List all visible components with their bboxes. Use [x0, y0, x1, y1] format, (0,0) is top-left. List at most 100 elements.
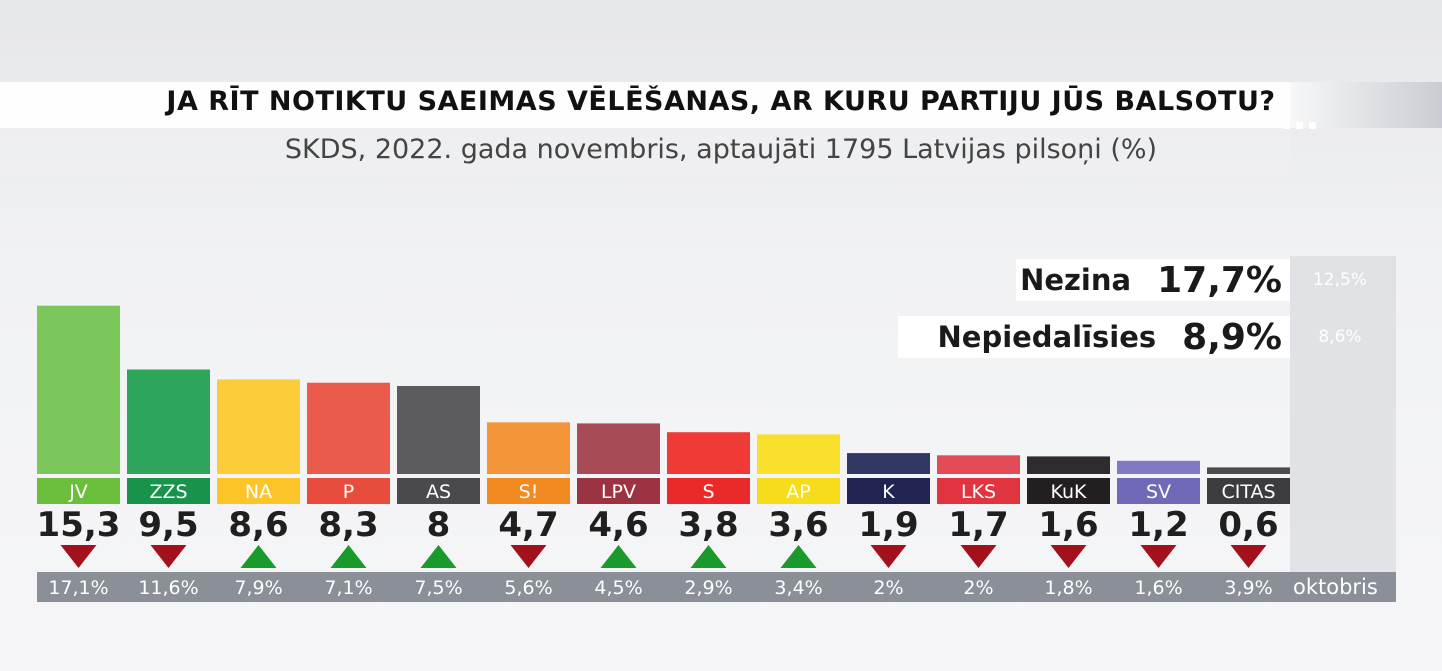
bar-value-label: 0,6	[1218, 505, 1278, 545]
bar-value-label: 8,3	[318, 505, 378, 545]
trend-down-icon	[510, 545, 547, 568]
bar-label-box	[667, 478, 750, 504]
bar-category-label: SV	[1146, 481, 1171, 503]
bar-label-box	[37, 478, 120, 504]
previous-value-label: 1,8%	[1044, 577, 1092, 599]
bar-value-label: 8,6	[228, 505, 288, 545]
trend-down-icon	[1050, 545, 1087, 568]
previous-value-label: 3,4%	[774, 577, 822, 599]
bar-s!	[487, 422, 570, 474]
previous-period-band	[37, 572, 1396, 602]
bar-ap	[757, 434, 840, 474]
bar-category-label: NA	[245, 481, 272, 503]
bar-label-box	[937, 478, 1020, 504]
undecided-previous: 12,5%	[1312, 270, 1367, 290]
bar-value-label: 4,7	[498, 505, 558, 545]
bar-value-label: 15,3	[37, 505, 121, 545]
bar-category-label: S	[702, 481, 714, 503]
bar-category-label: LPV	[601, 481, 636, 503]
not-participating-box: Nepiedalīsies 8,9%	[898, 316, 1290, 358]
previous-value-label: 4,5%	[594, 577, 642, 599]
subtitle-band	[0, 128, 1290, 174]
not-participating-previous: 8,6%	[1318, 327, 1362, 347]
bar-s	[667, 432, 750, 474]
title-band-accent	[1290, 82, 1442, 128]
bar-label-box	[487, 478, 570, 504]
bar-as	[397, 386, 480, 474]
previous-value-label: 2%	[873, 577, 903, 599]
trend-down-icon	[960, 545, 997, 568]
bar-label-box	[577, 478, 660, 504]
bar-category-label: AS	[426, 481, 451, 503]
trend-up-icon	[690, 545, 727, 568]
bar-value-label: 1,6	[1038, 505, 1098, 545]
trend-up-icon	[330, 545, 367, 568]
bar-zzs	[127, 369, 210, 474]
bar-value-label: 4,6	[588, 505, 648, 545]
title-band	[0, 82, 1442, 128]
bar-value-label: 1,7	[948, 505, 1008, 545]
bar-category-label: S!	[519, 481, 539, 503]
bar-value-label: 3,6	[768, 505, 828, 545]
previous-value-label: 11,6%	[138, 577, 198, 599]
bar-sv	[1117, 460, 1200, 474]
bar-value-label: 8	[427, 505, 451, 545]
bar-category-label: AP	[786, 481, 810, 503]
trend-down-icon	[1230, 545, 1267, 568]
previous-values-panel	[1290, 256, 1396, 600]
previous-value-label: 2,9%	[684, 577, 732, 599]
bar-citas	[1207, 467, 1290, 474]
previous-value-label: 7,1%	[324, 577, 372, 599]
trend-down-icon	[870, 545, 907, 568]
bar-label-box	[1027, 478, 1110, 504]
trend-up-icon	[780, 545, 817, 568]
not-participating-label: Nepiedalīsies	[937, 320, 1157, 354]
trend-down-icon	[150, 545, 187, 568]
previous-value-label: 1,6%	[1134, 577, 1182, 599]
broadcaster-logo-dots	[1283, 122, 1319, 130]
bar-label-box	[217, 478, 300, 504]
bar-category-label: P	[343, 481, 354, 503]
trend-down-icon	[60, 545, 97, 568]
bar-category-label: K	[882, 481, 895, 503]
undecided-value: 17,7%	[1157, 259, 1282, 301]
bar-lpv	[577, 423, 660, 474]
bar-lks	[937, 455, 1020, 474]
bar-label-box	[847, 478, 930, 504]
undecided-label: Nezina	[1020, 263, 1132, 297]
previous-value-label: 2%	[963, 577, 993, 599]
trend-up-icon	[600, 545, 637, 568]
bar-category-label: KuK	[1050, 481, 1087, 503]
bar-category-label: JV	[68, 481, 88, 503]
trend-up-icon	[240, 545, 277, 568]
bar-category-label: ZZS	[149, 481, 187, 503]
bar-value-label: 9,5	[138, 505, 198, 545]
bar-label-box	[127, 478, 210, 504]
bar-value-label: 3,8	[678, 505, 738, 545]
trend-up-icon	[420, 545, 457, 568]
bar-label-box	[307, 478, 390, 504]
bar-category-label: CITAS	[1221, 481, 1275, 503]
bar-k	[847, 453, 930, 474]
bar-category-label: LKS	[961, 481, 996, 503]
bar-label-box	[757, 478, 840, 504]
bar-label-box	[397, 478, 480, 504]
previous-value-label: 3,9%	[1224, 577, 1272, 599]
previous-value-label: 7,5%	[414, 577, 462, 599]
bar-value-label: 1,2	[1128, 505, 1188, 545]
trend-down-icon	[1140, 545, 1177, 568]
not-participating-value: 8,9%	[1182, 316, 1282, 358]
bar-label-box	[1117, 478, 1200, 504]
bar-jv	[37, 305, 120, 474]
bar-label-box	[1207, 478, 1290, 504]
bar-p	[307, 382, 390, 474]
bar-kuk	[1027, 456, 1110, 474]
undecided-box: Nezina 17,7%	[1016, 259, 1290, 301]
previous-value-label: 5,6%	[504, 577, 552, 599]
chart-subtitle: SKDS, 2022. gada novembris, aptaujāti 17…	[284, 134, 1158, 165]
previous-period-label: oktobris	[1293, 575, 1378, 599]
chart-title: JA RĪT NOTIKTU SAEIMAS VĒLĒŠANAS, AR KUR…	[166, 86, 1276, 117]
previous-value-label: 17,1%	[48, 577, 108, 599]
bar-value-label: 1,9	[858, 505, 918, 545]
